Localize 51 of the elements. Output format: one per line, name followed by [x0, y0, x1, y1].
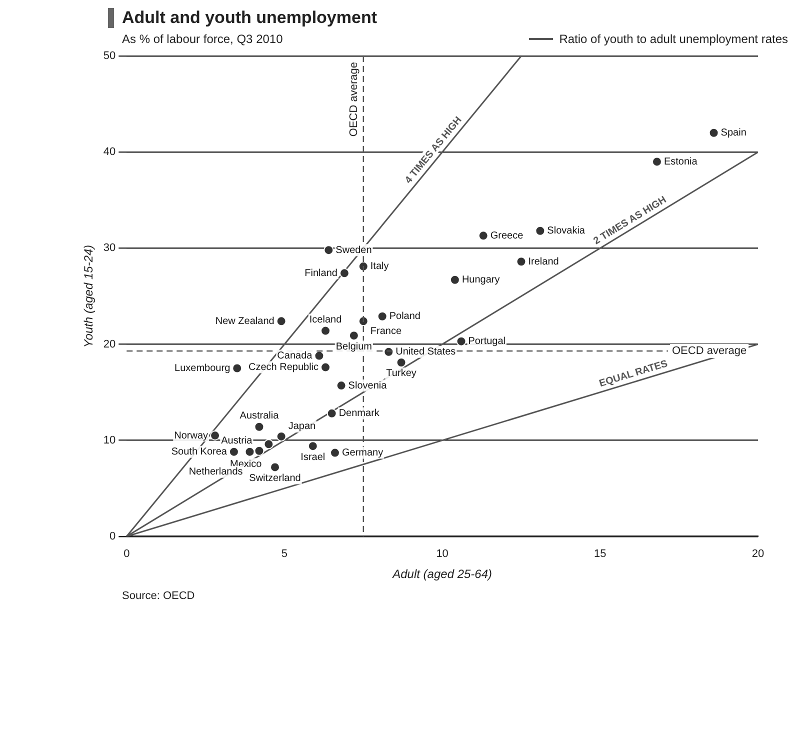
ref-line-label: OECD average: [672, 344, 747, 357]
annotation: Belgium: [336, 341, 372, 352]
annotation: Japan: [288, 421, 316, 432]
annotation: Poland: [389, 311, 420, 322]
annotation: Italy: [370, 261, 389, 272]
y-tick-label: 40: [103, 146, 116, 158]
legend-title: Ratio of youth to adult unemployment rates: [559, 32, 788, 46]
annotation: Iceland: [309, 314, 342, 326]
annotation: Czech Republic: [248, 362, 319, 374]
x-axis-title: Adult (aged 25-64): [392, 567, 492, 582]
y-axis-title: Youth (aged 15-24): [82, 244, 96, 348]
y-tick-label: 20: [103, 338, 116, 350]
y-tick-label: 30: [103, 242, 116, 254]
annotation: Sweden: [336, 244, 372, 256]
annotation: Luxembourg: [174, 363, 230, 374]
annotation: Israel: [300, 452, 326, 463]
annotation: Greece: [490, 230, 524, 242]
annotation: Slovakia: [547, 226, 586, 237]
y-tick-label: 0: [110, 530, 116, 542]
annotation: Portugal: [468, 336, 506, 348]
chart-title: Adult and youth unemployment: [122, 8, 378, 28]
text: EQUAL RATES: [598, 358, 670, 390]
annotation: South Korea: [171, 446, 228, 458]
annotation: Turkey: [386, 368, 416, 380]
annotation: Ireland: [528, 256, 559, 268]
annotation: United States: [396, 346, 456, 358]
annotation: Netherlands: [188, 466, 243, 478]
ref-line-label: OECD average: [348, 62, 360, 137]
x-tick-label: 10: [436, 548, 448, 560]
annotation: Australia: [240, 410, 280, 422]
x-tick-label: 20: [752, 548, 764, 560]
annotation: New Zealand: [215, 316, 274, 327]
annotation: Canada: [277, 350, 313, 362]
annotation: Switzerland: [249, 472, 301, 484]
y-tick-label: 50: [103, 50, 116, 62]
annotation: Germany: [342, 448, 384, 459]
x-tick-label: 5: [281, 548, 288, 560]
y-tick-label: 10: [103, 434, 116, 446]
chart-subtitle: As % of labour force, Q3 2010: [122, 32, 283, 46]
annotation: Norway: [174, 430, 208, 442]
annotation: Slovenia: [348, 380, 388, 392]
x-tick-label: 0: [124, 548, 130, 560]
annotation: Hungary: [462, 274, 500, 286]
x-tick-label: 15: [594, 548, 606, 560]
annotation: Denmark: [338, 408, 380, 420]
annotation: Finland: [304, 268, 338, 279]
source-note: Source: OECD: [122, 590, 196, 602]
annotation: Estonia: [664, 156, 698, 168]
annotation: Spain: [720, 128, 746, 139]
annotation: Austria: [221, 436, 253, 447]
annotation: France: [370, 326, 402, 337]
